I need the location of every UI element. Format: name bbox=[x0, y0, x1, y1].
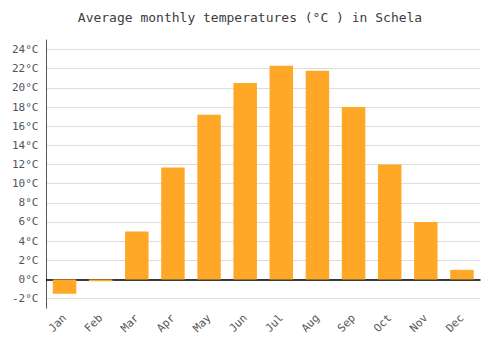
svg-text:Mar: Mar bbox=[118, 311, 141, 334]
svg-text:Feb: Feb bbox=[82, 312, 105, 335]
svg-text:Jan: Jan bbox=[46, 312, 69, 335]
svg-text:Nov: Nov bbox=[407, 311, 430, 334]
svg-text:Aug: Aug bbox=[299, 312, 322, 335]
svg-text:2°C: 2°C bbox=[19, 254, 39, 267]
svg-text:24°C: 24°C bbox=[12, 43, 39, 56]
svg-text:16°C: 16°C bbox=[12, 120, 39, 133]
svg-text:8°C: 8°C bbox=[19, 196, 39, 209]
svg-text:-2°C: -2°C bbox=[12, 292, 39, 305]
svg-text:4°C: 4°C bbox=[19, 235, 39, 248]
svg-text:12°C: 12°C bbox=[12, 158, 39, 171]
svg-text:Oct: Oct bbox=[371, 312, 394, 335]
svg-text:Average monthly temperatures (: Average monthly temperatures (°C ) in Sc… bbox=[78, 10, 422, 25]
svg-text:20°C: 20°C bbox=[12, 81, 39, 94]
svg-text:0°C: 0°C bbox=[19, 273, 39, 286]
svg-text:14°C: 14°C bbox=[12, 139, 39, 152]
svg-text:18°C: 18°C bbox=[12, 101, 39, 114]
svg-text:22°C: 22°C bbox=[12, 62, 39, 75]
svg-text:10°C: 10°C bbox=[12, 177, 39, 190]
svg-text:Jun: Jun bbox=[227, 312, 250, 335]
svg-text:Dec: Dec bbox=[443, 312, 466, 335]
svg-text:Apr: Apr bbox=[154, 311, 177, 334]
svg-text:Jul: Jul bbox=[263, 312, 286, 335]
svg-text:May: May bbox=[190, 311, 213, 334]
svg-text:6°C: 6°C bbox=[19, 215, 39, 228]
svg-text:Sep: Sep bbox=[335, 312, 358, 335]
